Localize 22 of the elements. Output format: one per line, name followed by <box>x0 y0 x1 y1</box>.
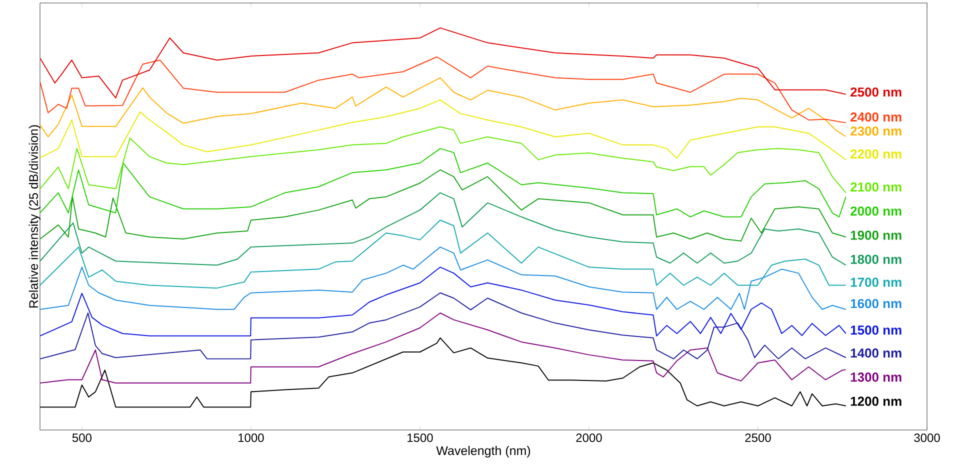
series-label: 2000 nm <box>850 206 902 216</box>
x-tick-label: 3000 <box>914 434 940 442</box>
y-axis-title: Relative intensity (25 dB/division) <box>28 125 40 308</box>
x-axis-title: Wavelength (nm) <box>436 446 530 458</box>
series-label: 2200 nm <box>850 149 902 159</box>
x-tick-label: 2500 <box>745 434 771 442</box>
x-tick-label: 1500 <box>408 434 433 442</box>
x-tick-label: 2000 <box>576 434 602 442</box>
series-label: 1700 nm <box>850 278 902 287</box>
series-label: 1600 nm <box>850 298 902 308</box>
x-tick-label: 1000 <box>238 434 264 442</box>
series-label: 2400 nm <box>850 112 902 122</box>
series-label: 1200 nm <box>850 396 902 406</box>
series-label: 1400 nm <box>850 348 902 358</box>
x-tick-label: 500 <box>72 434 92 442</box>
series-label: 1300 nm <box>850 372 902 382</box>
series-label: 1500 nm <box>850 326 902 335</box>
series-label: 1900 nm <box>850 230 902 240</box>
series-label: 1800 nm <box>850 254 902 264</box>
series-label: 2300 nm <box>850 126 902 136</box>
series-label: 2100 nm <box>850 182 902 192</box>
series-label: 2500 nm <box>850 87 902 97</box>
